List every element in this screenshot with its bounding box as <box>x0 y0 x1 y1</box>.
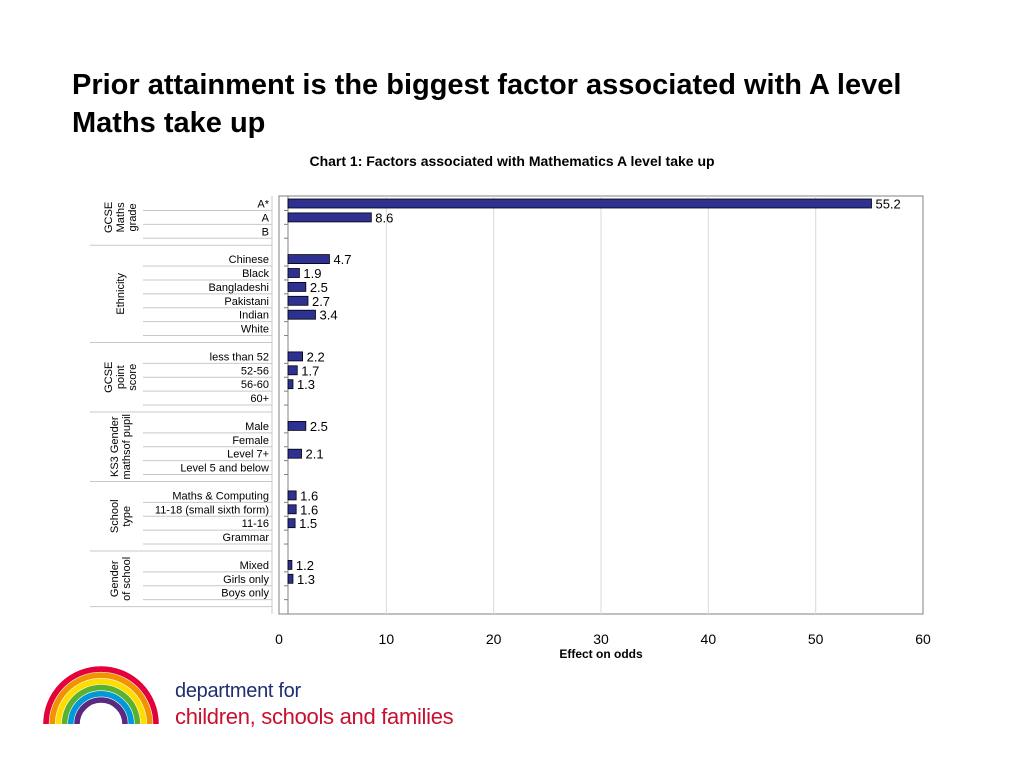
group-label-line: grade <box>127 203 139 231</box>
x-tick-label: 0 <box>275 631 283 647</box>
category-label: Black <box>242 268 269 280</box>
logo-text-department: department for <box>175 680 301 702</box>
category-label: Level 7+ <box>227 449 269 461</box>
rainbow-arc <box>49 672 153 725</box>
group-label-line: score <box>127 364 139 391</box>
rainbow-arc <box>74 697 128 725</box>
logo-text-name: children, schools and families <box>175 704 454 729</box>
group-label-line: GCSE <box>103 362 115 393</box>
bar <box>287 309 316 320</box>
group-label-line: Gender <box>109 560 121 597</box>
group-label-line: point <box>115 365 127 389</box>
data-label: 2.2 <box>307 349 325 364</box>
group-label: Ethnicity <box>115 273 127 315</box>
category-label: 60+ <box>250 393 269 405</box>
group-label-line: Ethnicity <box>115 273 127 315</box>
rainbow-arc <box>61 684 141 725</box>
rainbow-logo-icon <box>43 666 159 725</box>
category-label: 52-56 <box>241 365 269 377</box>
category-label: Chinese <box>229 254 269 266</box>
category-label: 56-60 <box>241 379 269 391</box>
category-label: White <box>241 324 269 336</box>
x-tick-label: 10 <box>379 631 395 647</box>
category-label: 11-18 (small sixth form) <box>155 504 269 516</box>
group-label-line: type <box>121 506 133 527</box>
bar <box>287 504 297 515</box>
group-label-line: KS3 Gender <box>109 416 121 477</box>
bar <box>287 560 293 570</box>
x-tick-label: 40 <box>701 631 717 647</box>
data-label: 2.5 <box>310 419 328 434</box>
group-label: GCSEpointscore <box>103 362 139 393</box>
data-label: 1.7 <box>301 363 319 378</box>
data-label: 2.1 <box>306 447 324 462</box>
category-label: Mixed <box>240 560 269 572</box>
bar <box>287 295 309 306</box>
data-label: 1.6 <box>300 502 318 517</box>
bar <box>287 518 296 529</box>
rainbow-arc <box>68 691 134 725</box>
chart-title: Chart 1: Factors associated with Mathema… <box>309 153 715 169</box>
category-label: Bangladeshi <box>208 282 269 294</box>
data-label: 1.2 <box>296 558 314 573</box>
x-tick-label: 50 <box>808 631 824 647</box>
group-label: KS3 Gendermathsof pupil <box>109 414 133 479</box>
group-label: GCSEMathsgrade <box>103 202 139 233</box>
bar <box>287 448 302 459</box>
group-label-line: mathsof pupil <box>121 414 133 479</box>
category-label: Indian <box>239 310 269 322</box>
data-label: 2.5 <box>310 280 328 295</box>
data-label: 1.5 <box>299 516 317 531</box>
category-label: Level 5 and below <box>180 463 269 475</box>
bar <box>287 268 300 278</box>
category-label: A* <box>257 199 269 211</box>
category-label: 11-16 <box>242 518 269 530</box>
x-axis-label: Effect on odds <box>559 647 643 661</box>
category-label: Girls only <box>223 574 269 586</box>
category-label: Boys only <box>221 588 269 600</box>
data-label: 1.6 <box>300 488 318 503</box>
bar <box>287 198 872 209</box>
data-label: 1.9 <box>303 266 321 281</box>
rainbow-arc <box>43 666 159 725</box>
group-label-line: Maths <box>115 202 127 232</box>
category-label: B <box>262 226 269 238</box>
group-label: Genderof school <box>109 557 133 601</box>
group-label: Schooltype <box>109 499 133 533</box>
bar <box>287 379 294 390</box>
data-label: 55.2 <box>875 197 900 212</box>
bar <box>287 365 298 376</box>
x-tick-label: 20 <box>486 631 502 647</box>
bar <box>287 281 307 292</box>
slide-title: Prior attainment is the biggest factor a… <box>72 69 902 139</box>
category-label: Grammar <box>223 532 270 544</box>
category-label: A <box>262 212 270 224</box>
category-label: less than 52 <box>210 351 269 363</box>
data-label: 8.6 <box>375 210 393 225</box>
data-label: 2.7 <box>312 294 330 309</box>
category-label: Maths & Computing <box>172 490 269 502</box>
bar <box>287 420 307 431</box>
bar <box>287 212 372 223</box>
data-label: 4.7 <box>333 252 351 267</box>
bar <box>287 573 294 584</box>
x-tick-label: 30 <box>593 631 609 647</box>
rainbow-arc <box>55 678 147 725</box>
data-label: 1.3 <box>297 572 315 587</box>
group-label-line: of school <box>121 557 133 601</box>
category-label: Female <box>232 435 269 447</box>
bar <box>287 351 304 362</box>
group-label-line: GCSE <box>103 202 115 233</box>
bar <box>287 490 297 501</box>
group-label-line: School <box>109 499 121 533</box>
x-tick-label: 60 <box>915 631 931 647</box>
data-label: 1.3 <box>297 377 315 392</box>
category-label: Male <box>245 421 269 433</box>
bar <box>287 254 330 265</box>
data-label: 3.4 <box>319 308 337 323</box>
category-label: Pakistani <box>224 296 269 308</box>
